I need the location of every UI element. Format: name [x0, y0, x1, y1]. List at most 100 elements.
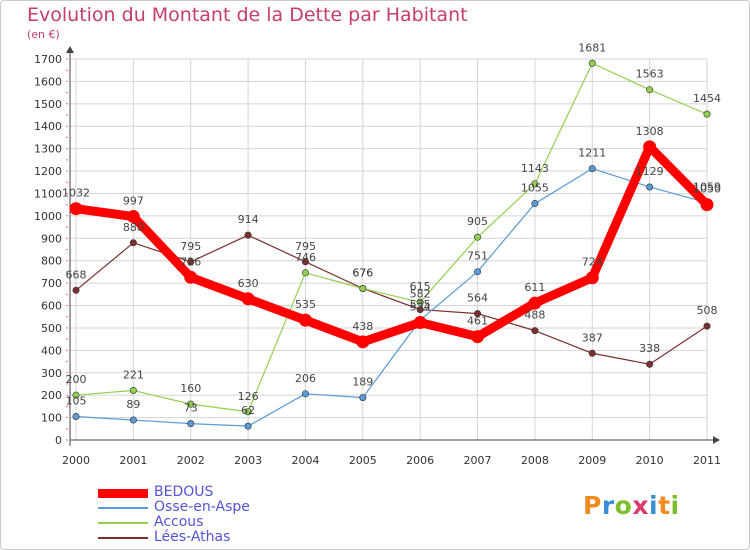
series-point-1	[72, 412, 80, 420]
legend-swatch	[98, 522, 148, 524]
series-point-2	[474, 233, 482, 241]
series-line-1	[75, 167, 708, 427]
data-label-2: 676	[352, 266, 373, 279]
x-tick-label: 2011	[693, 454, 721, 467]
legend-label: Accous	[154, 514, 204, 530]
series-point-1	[531, 200, 539, 208]
legend-swatch	[98, 507, 148, 509]
x-tick-label: 2007	[464, 454, 492, 467]
y-tick-label: 1500	[34, 98, 62, 111]
series-point-3	[72, 286, 80, 294]
data-label-1: 1211	[578, 147, 606, 160]
x-tick-label: 2005	[349, 454, 377, 467]
series-point-3	[129, 239, 137, 247]
x-tick-label: 2009	[578, 454, 606, 467]
x-tick-label: 2010	[636, 454, 664, 467]
x-tick-label: 2008	[521, 454, 549, 467]
data-label-3: 668	[66, 268, 87, 281]
data-label-1: 73	[184, 402, 198, 415]
series-point-3	[416, 306, 424, 314]
y-tick-label: 300	[41, 367, 62, 380]
data-label-1: 105	[66, 394, 87, 407]
data-label-0: 1308	[636, 125, 664, 138]
series-point-0	[356, 335, 370, 349]
data-label-2: 905	[467, 215, 488, 228]
y-tick-label: 1300	[34, 143, 62, 156]
legend-label: Osse-en-Aspe	[154, 499, 250, 515]
data-label-3: 488	[524, 309, 545, 322]
data-label-3: 387	[582, 331, 603, 344]
data-label-0: 724	[582, 256, 603, 269]
series-point-0	[585, 271, 599, 285]
series-point-0	[643, 140, 657, 154]
data-label-3: 582	[410, 288, 431, 301]
data-label-2: 126	[238, 390, 259, 403]
series-point-3	[244, 231, 252, 239]
data-label-0: 1050	[693, 183, 721, 196]
data-label-1: 89	[126, 398, 140, 411]
data-label-2: 746	[295, 251, 316, 264]
data-label-0: 1032	[62, 187, 90, 200]
series-line-2	[75, 62, 708, 413]
series-point-0	[298, 313, 312, 327]
x-tick-label: 2006	[406, 454, 434, 467]
series-point-1	[588, 165, 596, 173]
proxiti-logo: Proxiti	[583, 491, 680, 520]
series-point-2	[301, 269, 309, 277]
y-tick-label: 500	[41, 322, 62, 335]
y-axis-arrow	[66, 46, 74, 53]
y-tick-label: 1200	[34, 165, 62, 178]
series-point-3	[531, 327, 539, 335]
data-label-1: 189	[352, 376, 373, 389]
y-tick-label: 900	[41, 232, 62, 245]
data-label-3: 676	[352, 266, 373, 279]
series-point-3	[703, 322, 711, 330]
data-label-1: 206	[295, 372, 316, 385]
y-tick-label: 1700	[34, 53, 62, 66]
series-point-1	[359, 394, 367, 402]
x-axis-arrow	[713, 436, 720, 444]
data-label-3: 508	[697, 304, 718, 317]
data-label-1: 1055	[521, 182, 549, 195]
data-label-3: 795	[180, 240, 201, 253]
series-point-2	[588, 59, 596, 67]
data-label-1: 751	[467, 250, 488, 263]
data-label-2: 615	[410, 280, 431, 293]
data-label-1: 535	[410, 298, 431, 311]
series-point-0	[700, 198, 714, 212]
data-label-0: 630	[238, 277, 259, 290]
data-label-0: 535	[295, 298, 316, 311]
chart-subtitle: (en €)	[27, 28, 60, 41]
series-point-1	[129, 416, 137, 424]
series-point-3	[588, 349, 596, 357]
series-point-2	[187, 400, 195, 408]
data-label-1: 1059	[693, 181, 721, 194]
legend-swatch	[98, 488, 148, 498]
data-label-2: 221	[123, 368, 144, 381]
series-point-3	[187, 258, 195, 266]
series-point-2	[129, 386, 137, 394]
data-label-2: 1563	[636, 68, 664, 81]
x-tick-label: 2003	[234, 454, 262, 467]
data-label-0: 461	[467, 315, 488, 328]
y-tick-label: 1600	[34, 75, 62, 88]
y-tick-label: 800	[41, 255, 62, 268]
y-tick-label: 0	[55, 434, 62, 447]
data-label-2: 1454	[693, 92, 721, 105]
series-point-2	[72, 391, 80, 399]
data-label-2: 200	[66, 373, 87, 386]
data-label-2: 160	[180, 382, 201, 395]
y-tick-label: 700	[41, 277, 62, 290]
x-tick-label: 2004	[291, 454, 319, 467]
series-point-2	[359, 284, 367, 292]
y-tick-label: 1000	[34, 210, 62, 223]
series-point-1	[244, 422, 252, 430]
series-point-2	[244, 408, 252, 416]
data-label-0: 611	[524, 281, 545, 294]
series-point-0	[126, 210, 140, 224]
series-line-0	[71, 142, 712, 347]
y-tick-label: 100	[41, 412, 62, 425]
series-point-0	[69, 202, 83, 216]
